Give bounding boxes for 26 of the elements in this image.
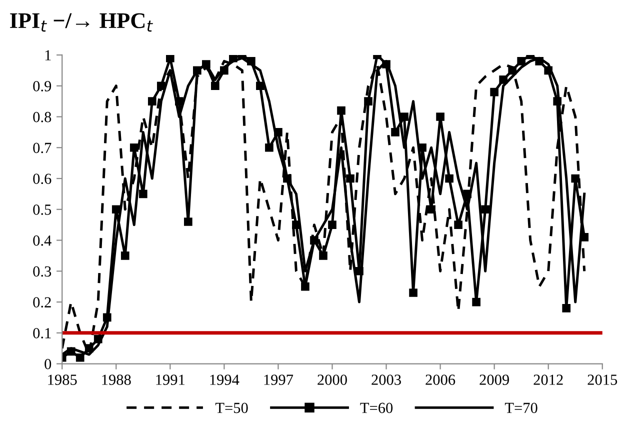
x-tick-label: 2012 (534, 374, 563, 385)
chart-title: IPI$_{t}$ −/→ HPC$_{t}$ (10, 13, 153, 32)
y-tick-label: 0.3 (33, 266, 52, 277)
x-tick-label: 2003 (372, 374, 401, 385)
x-tick-label: 2009 (480, 374, 509, 385)
x-tick-label: 1988 (102, 374, 131, 385)
x-tick-label: 2015 (588, 374, 618, 385)
y-tick-label: 1 (45, 50, 51, 60)
legend-label: T=60 (360, 402, 393, 414)
y-tick-label: 0.8 (33, 112, 52, 122)
x-tick-label: 1994 (210, 374, 240, 385)
y-tick-label: 0.7 (33, 142, 52, 154)
y-tick-label: 0.4 (33, 235, 52, 246)
x-tick-label: 1985 (48, 374, 77, 385)
y-tick-label: 0.5 (33, 204, 52, 215)
x-tick-label: 1997 (264, 374, 294, 385)
legend-label: T=50 (215, 402, 248, 414)
y-tick-label: 0.1 (33, 328, 51, 338)
x-tick-label: 2000 (318, 374, 347, 385)
y-tick-label: 0.9 (33, 81, 52, 92)
legend-label: T=70 (504, 402, 538, 414)
y-tick-label: 0.2 (33, 297, 51, 308)
x-tick-label: 1991 (156, 374, 185, 385)
x-tick-label: 2006 (426, 374, 456, 385)
y-tick-label: 0.6 (33, 174, 52, 184)
y-tick-label: 0 (44, 358, 52, 370)
